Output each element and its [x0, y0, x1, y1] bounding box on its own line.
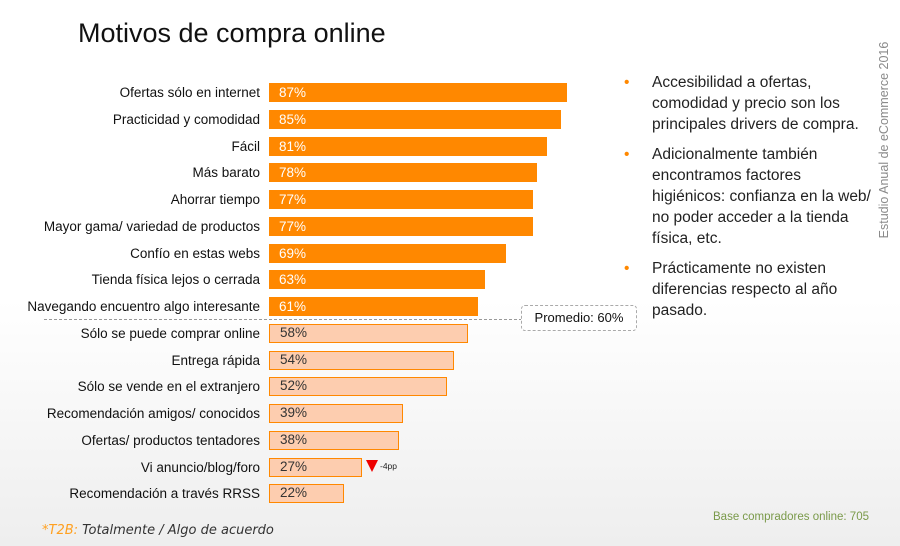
- bar: 22%: [269, 484, 345, 504]
- bullet-icon: •: [624, 146, 630, 163]
- category-label: Sólo se puede comprar online: [80, 325, 260, 341]
- bar: 85%: [269, 109, 561, 129]
- data-label: 22%: [280, 485, 308, 501]
- data-label: 38%: [280, 431, 308, 447]
- base-note: Base compradores online: 705: [713, 511, 869, 523]
- category-label: Ahorrar tiempo: [170, 192, 260, 207]
- bar: 38%: [269, 430, 400, 450]
- data-label: 81%: [279, 138, 307, 154]
- category-label: Ofertas sólo en internet: [119, 85, 260, 100]
- data-label: 87%: [279, 85, 307, 100]
- category-label: Sólo se vende en el extranjero: [77, 379, 260, 395]
- data-label: 61%: [279, 299, 307, 314]
- footnote: *T2B: Totalmente / Algo de acuerdo: [42, 523, 274, 538]
- bar: 27%: [269, 457, 362, 477]
- bar: 87%: [269, 83, 568, 102]
- bar: 77%: [269, 216, 534, 236]
- average-label: Promedio: 60%: [521, 305, 637, 331]
- category-label: Vi anuncio/blog/foro: [140, 459, 260, 475]
- data-label: 77%: [279, 192, 307, 207]
- data-label: 63%: [279, 272, 307, 288]
- bar: 78%: [269, 163, 537, 183]
- bullet-item: • Prácticamente no existen diferencias re…: [624, 260, 838, 319]
- category-label: Entrega rápida: [171, 352, 260, 368]
- category-label: Tienda física lejos o cerrada: [91, 272, 260, 288]
- category-label: Navegando encuentro algo interesante: [27, 299, 260, 314]
- bar: 69%: [269, 243, 506, 263]
- bullet-item: • Adicionalmente también encontramos fact…: [624, 146, 871, 247]
- bar: 61%: [269, 297, 479, 316]
- bar: 39%: [269, 404, 403, 423]
- data-label: 58%: [280, 324, 308, 340]
- data-label: 54%: [280, 351, 308, 367]
- category-label: Practicidad y comodidad: [112, 111, 260, 127]
- bullet-list: • Accesibilidad a ofertas, comodidad y pr…: [622, 72, 872, 330]
- category-label: Recomendación amigos/ conocidos: [46, 406, 260, 421]
- bullet-icon: •: [624, 260, 630, 277]
- down-triangle-icon: [366, 460, 378, 472]
- study-label: Estudio Anual de eCommerce 2016: [877, 41, 891, 239]
- category-label: Ofertas/ productos tentadores: [81, 432, 260, 448]
- category-label: Recomendación a través RRSS: [69, 486, 260, 502]
- page-title: Motivos de compra online: [78, 18, 386, 48]
- data-label: 77%: [279, 218, 307, 234]
- bar: 52%: [269, 377, 448, 397]
- data-label: 27%: [280, 458, 308, 474]
- category-label: Más barato: [192, 165, 260, 181]
- data-label: 85%: [279, 111, 307, 127]
- category-label: Mayor gama/ variedad de productos: [43, 218, 260, 234]
- data-label: 39%: [280, 405, 308, 420]
- data-label: 52%: [280, 378, 308, 394]
- bar: 81%: [269, 136, 547, 156]
- data-label: 69%: [279, 245, 307, 261]
- bar: 77%: [269, 190, 534, 209]
- average-line: [44, 319, 522, 320]
- data-label: 78%: [279, 165, 307, 181]
- delta-annotation: -4pp: [380, 461, 398, 471]
- bar: 54%: [269, 350, 455, 370]
- bar: 58%: [269, 323, 468, 343]
- bullet-item: • Accesibilidad a ofertas, comodidad y pr…: [624, 74, 859, 133]
- category-label: Fácil: [231, 138, 260, 154]
- bar: 63%: [269, 270, 486, 290]
- category-label: Confío en estas webs: [130, 245, 260, 261]
- bullet-icon: •: [624, 74, 630, 91]
